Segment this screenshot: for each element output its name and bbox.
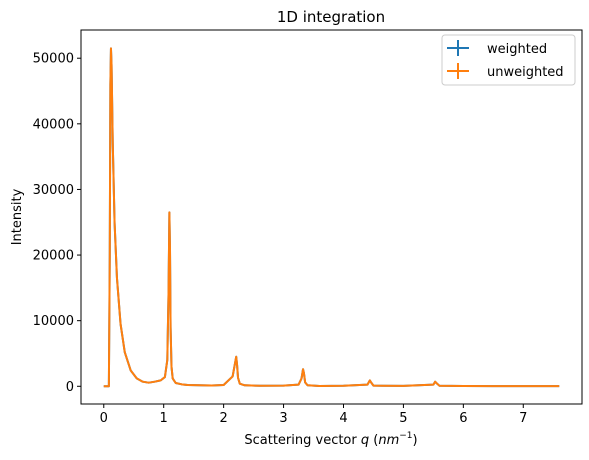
x-tick-label: 4 bbox=[339, 411, 347, 426]
x-axis-label-prefix: Scattering vector bbox=[244, 433, 361, 448]
y-tick-label: 10000 bbox=[33, 314, 74, 329]
legend-entry-weighted: weighted bbox=[447, 40, 547, 57]
x-axis-label-variable: q bbox=[361, 433, 369, 448]
series-lines bbox=[103, 47, 560, 388]
x-tick-label: 5 bbox=[399, 411, 407, 426]
x-axis-label-unit-exponent: −1 bbox=[399, 431, 412, 441]
plot-frame bbox=[80, 29, 583, 405]
series-line-unweighted bbox=[103, 47, 560, 388]
x-axis-label-unit-open: ( bbox=[369, 433, 378, 448]
legend-entry-unweighted: unweighted bbox=[447, 63, 564, 80]
y-tick-label: 20000 bbox=[33, 249, 74, 264]
x-axis-label-unit: nm bbox=[378, 433, 399, 448]
legend-label-weighted: weighted bbox=[487, 42, 547, 57]
x-axis-label: Scattering vector q (nm−1) bbox=[244, 431, 417, 448]
y-tick-label: 0 bbox=[66, 380, 74, 395]
x-axis: 0 1 2 3 4 5 6 7 bbox=[100, 404, 527, 426]
y-tick-label: 50000 bbox=[33, 52, 74, 67]
y-axis-label: Intensity bbox=[10, 188, 25, 245]
y-axis: 0 10000 20000 30000 40000 50000 bbox=[33, 52, 81, 395]
x-tick-label: 6 bbox=[459, 411, 467, 426]
x-tick-label: 2 bbox=[219, 411, 227, 426]
x-tick-label: 0 bbox=[100, 411, 108, 426]
y-tick-label: 40000 bbox=[33, 117, 74, 132]
x-axis-label-unit-close: ) bbox=[413, 433, 418, 448]
y-tick-label: 30000 bbox=[33, 183, 74, 198]
legend-entries: weighted unweighted bbox=[447, 40, 564, 80]
legend-label-unweighted: unweighted bbox=[487, 65, 564, 80]
x-tick-label: 3 bbox=[279, 411, 287, 426]
legend: weighted unweighted bbox=[441, 34, 576, 86]
x-tick-label: 7 bbox=[519, 411, 527, 426]
legend-box bbox=[441, 34, 576, 86]
chart-title: 1D integration bbox=[277, 8, 385, 26]
x-tick-label: 1 bbox=[160, 411, 168, 426]
